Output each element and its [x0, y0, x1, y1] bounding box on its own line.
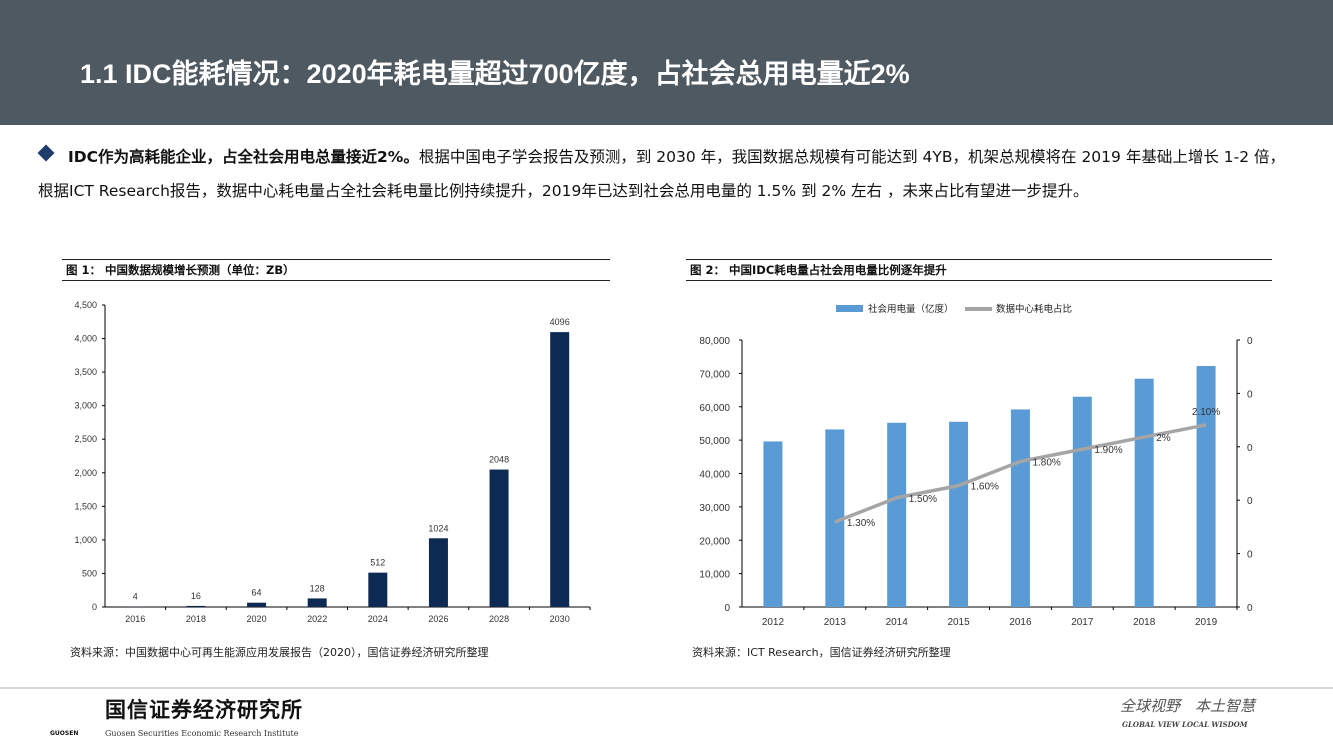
bar-2014: [887, 422, 907, 607]
page-title: 1.1 IDC能耗情况：2020年耗电量超过700亿度，占社会总用电量近2%: [80, 59, 910, 89]
y-tick-label: 2,500: [74, 434, 97, 444]
y-tick-label: 4,000: [74, 334, 97, 344]
x-tick-label: 2018: [1133, 617, 1156, 628]
bar-2026: [428, 538, 448, 607]
bar-2013: [825, 429, 845, 607]
line-data-label: 2%: [1156, 433, 1171, 444]
bar-2017: [1072, 396, 1092, 607]
line-series: [834, 423, 1207, 524]
logo-mark: GUOSEN: [50, 730, 79, 737]
y2-tick-label: 0: [1247, 389, 1253, 400]
y-tick-label: 3,500: [74, 367, 97, 377]
footer-divider: [0, 687, 1333, 689]
y2-tick-label: 0: [1247, 550, 1253, 561]
legend-bar-swatch: [836, 305, 863, 312]
figure-2-title: 图 2： 中国IDC耗电量占社会用电量比例逐年提升: [686, 259, 1272, 281]
y-tick-label: 0: [92, 602, 97, 612]
chart-2: 社会用电量（亿度） 数据中心耗电占比 0 10,000 20,000 30,000 40,0…: [699, 303, 1253, 628]
data-label: 2048: [489, 455, 509, 465]
x-tick-label: 2015: [947, 617, 970, 628]
line-data-label: 1.60%: [971, 482, 999, 493]
data-label: 512: [370, 558, 385, 568]
line-data-label: 1.30%: [847, 518, 875, 529]
logo-subtext: Guosen Securities Economic Research Inst…: [105, 729, 299, 738]
slogan-en: GLOBAL VIEW LOCAL WISDOM: [1122, 720, 1248, 729]
data-label: 64: [252, 588, 262, 598]
x-tick-label: 2017: [1071, 617, 1094, 628]
x-tick-label: 2012: [762, 617, 785, 628]
bar-2018: [186, 605, 206, 607]
x-tick-label: 2016: [125, 614, 145, 624]
y-tick-label: 0: [724, 603, 730, 614]
bar-2024: [368, 572, 388, 607]
bar-2015: [949, 421, 969, 607]
y2-tick-label: 0: [1247, 603, 1253, 614]
y-tick-label: 30,000: [699, 503, 730, 514]
line-data-label: 1.50%: [909, 494, 937, 505]
y-tick-label: 20,000: [699, 536, 730, 547]
bullet-text: 根据中国电子学会报告及预测，到 2030 年，我国数据总规模有可能达到 4YB，…: [38, 148, 1285, 200]
bar-2012: [763, 441, 783, 607]
chart-1: 0 500 1,000 1,500 2,000 2,500 3,000 3,500 4,000 4…: [74, 300, 591, 624]
y2-tick-label: 0: [1247, 496, 1253, 507]
bar-2030: [550, 332, 570, 607]
figure-1-title: 图 1： 中国数据规模增长预测（单位：ZB）: [62, 259, 610, 281]
data-label: 128: [310, 583, 325, 593]
y-tick-label: 80,000: [699, 336, 730, 347]
slogan: 全球视野 本土智慧: [1120, 697, 1256, 715]
y-tick-label: 50,000: [699, 436, 730, 447]
y-tick-label: 40,000: [699, 470, 730, 481]
line-data-label: 2.10%: [1192, 407, 1220, 418]
x-tick-label: 2018: [186, 614, 206, 624]
y-tick-label: 60,000: [699, 403, 730, 414]
x-tick-label: 2024: [368, 614, 388, 624]
y-tick-label: 1,000: [74, 535, 97, 545]
legend-line-label: 数据中心耗电占比: [996, 303, 1072, 315]
x-tick-label: 2026: [428, 614, 448, 624]
bar-2016: [1010, 409, 1030, 607]
x-tick-label: 2022: [307, 614, 327, 624]
y-tick-label: 500: [82, 568, 97, 578]
data-label: 4: [133, 592, 138, 602]
legend-bar-label: 社会用电量（亿度）: [868, 303, 954, 315]
y-tick-label: 2,000: [74, 468, 97, 478]
x-tick-label: 2028: [489, 614, 509, 624]
bar-2018: [1134, 378, 1154, 607]
line-data-label: 1.80%: [1032, 457, 1060, 468]
x-tick-label: 2030: [550, 614, 570, 624]
bar-2019: [1196, 366, 1216, 607]
y-tick-label: 1,500: [74, 501, 97, 511]
y2-tick-label: 0: [1247, 336, 1253, 347]
x-tick-label: 2019: [1195, 617, 1218, 628]
logo-text: 国信证券经济研究所: [105, 697, 303, 722]
figure-2-source: 资料来源：ICT Research，国信证券经济研究所整理: [692, 646, 951, 659]
y-tick-label: 4,500: [74, 300, 97, 310]
header-band: 1.1 IDC能耗情况：2020年耗电量超过700亿度，占社会总用电量近2%: [0, 0, 1333, 125]
x-tick-label: 2016: [1009, 617, 1032, 628]
bullet-paragraph: IDC作为高耗能企业，占全社会用电总量接近2%。根据中国电子学会报告及预测，到 …: [38, 140, 1298, 208]
data-label: 4096: [550, 317, 570, 327]
y2-tick-label: 0: [1247, 443, 1253, 454]
x-tick-label: 2014: [886, 617, 909, 628]
y-tick-label: 3,000: [74, 401, 97, 411]
bar-2028: [489, 469, 509, 607]
data-label: 16: [191, 591, 201, 601]
bullet-lead: IDC作为高耗能企业，占全社会用电总量接近2%。: [68, 148, 419, 166]
line-data-label: 1.90%: [1094, 445, 1122, 456]
y-tick-label: 70,000: [699, 369, 730, 380]
bar-2022: [307, 598, 327, 607]
y-tick-label: 10,000: [699, 570, 730, 581]
x-tick-label: 2013: [824, 617, 847, 628]
figure-1-source: 资料来源：中国数据中心可再生能源应用发展报告（2020），国信证券经济研究所整理: [70, 646, 489, 659]
bar-2020: [247, 602, 267, 607]
data-label: 1024: [428, 523, 448, 533]
x-tick-label: 2020: [247, 614, 267, 624]
